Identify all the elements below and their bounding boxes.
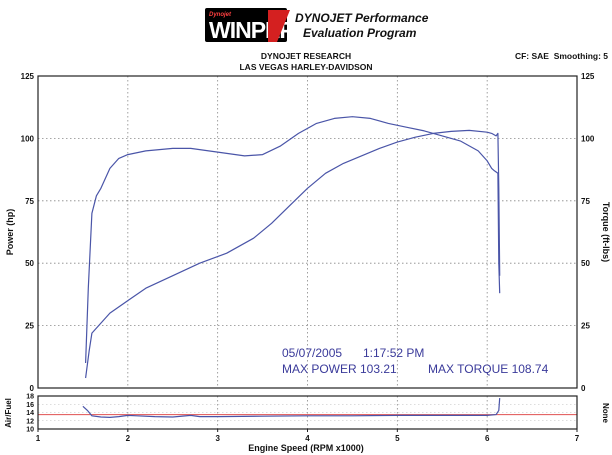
x-tick-label: 3 xyxy=(215,434,220,443)
af-axis-label-right: None xyxy=(601,403,610,424)
main-grid xyxy=(38,76,577,388)
y-tick-label-left: 100 xyxy=(21,134,35,143)
max-power-label: MAX POWER 103.21 xyxy=(282,362,397,376)
x-tick-label: 4 xyxy=(305,434,310,443)
series-layer xyxy=(85,116,501,379)
af-y-tick-label: 18 xyxy=(26,394,34,401)
y-tick-label-right: 0 xyxy=(581,384,586,393)
af-y-tick-label: 14 xyxy=(26,410,34,417)
y-tick-label-left: 50 xyxy=(25,259,34,268)
y-tick-label-left: 25 xyxy=(25,322,34,331)
y-tick-label-right: 50 xyxy=(581,259,590,268)
header-title-line1: DYNOJET Performance xyxy=(295,11,429,25)
af-axis-label: Air/Fuel xyxy=(4,398,13,428)
y-tick-label-right: 25 xyxy=(581,322,590,331)
x-tick-label: 1 xyxy=(36,434,41,443)
af-layer xyxy=(82,398,501,419)
af-y-tick-label: 10 xyxy=(26,427,34,434)
x-tick-label: 6 xyxy=(485,434,490,443)
x-tick-label: 2 xyxy=(126,434,131,443)
y-tick-label-left: 75 xyxy=(25,197,34,206)
x-tick-label: 5 xyxy=(395,434,400,443)
y-tick-label-right: 125 xyxy=(581,72,595,81)
shop-name: DYNOJET RESEARCH xyxy=(261,51,351,61)
run-time: 1:17:52 PM xyxy=(363,346,424,360)
y-tick-label-right: 100 xyxy=(581,134,595,143)
x-axis-label: Engine Speed (RPM x1000) xyxy=(248,443,364,453)
x-tick-label: 7 xyxy=(575,434,580,443)
y-axis-label-right: Torque (ft-lbs) xyxy=(601,202,611,262)
max-torque-label: MAX TORQUE 108.74 xyxy=(428,362,549,376)
logo-text: WINPEP7 xyxy=(209,17,306,43)
run-date: 05/07/2005 xyxy=(282,346,342,360)
power-series-line xyxy=(85,116,501,364)
y-tick-label-left: 0 xyxy=(30,384,35,393)
y-axis-label-left: Power (hp) xyxy=(5,209,15,256)
correction-factor: CF: SAE Smoothing: 5 xyxy=(515,51,608,61)
header-title-line2: Evaluation Program xyxy=(303,26,417,40)
torque-series-line xyxy=(85,129,501,379)
logo-small-text: Dynojet xyxy=(209,12,232,18)
y-tick-label-left: 125 xyxy=(21,72,35,81)
x-ticks: 1 2 3 4 5 6 7 xyxy=(36,429,580,443)
main-plot-frame xyxy=(37,75,578,389)
winpep-logo: Dynojet WINPEP7 xyxy=(205,8,307,43)
af-y-tick-label: 16 xyxy=(26,402,34,409)
annotation: 05/07/2005 1:17:52 PM MAX POWER 103.21 M… xyxy=(282,346,549,376)
main-ticks: 0 0 25 25 50 50 75 75 100 100 125 125 xyxy=(21,72,595,393)
af-y-tick-label: 12 xyxy=(26,418,34,425)
af-grid xyxy=(38,396,577,429)
dealer-name: LAS VEGAS HARLEY-DAVIDSON xyxy=(239,62,372,72)
y-tick-label-right: 75 xyxy=(581,197,590,206)
header: Dynojet WINPEP7 DYNOJET Performance Eval… xyxy=(205,8,608,72)
af-series-line xyxy=(82,398,501,419)
